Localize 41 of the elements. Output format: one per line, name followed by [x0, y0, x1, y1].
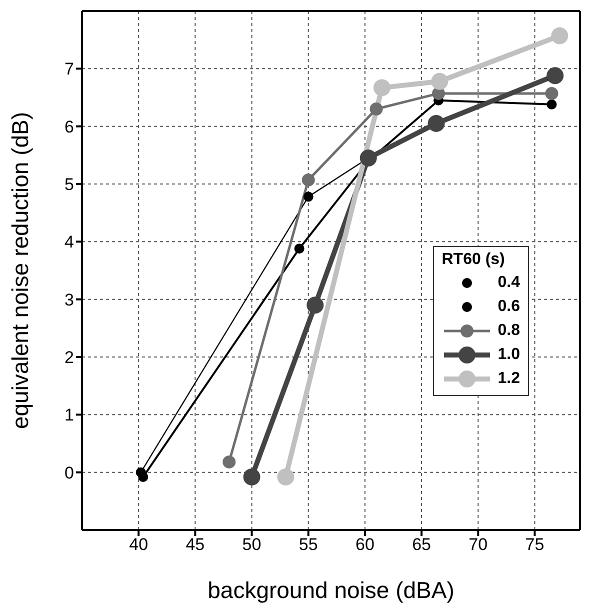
legend-label: 0.6 [498, 298, 520, 316]
point [545, 86, 558, 100]
x-tick-label: 75 [525, 535, 544, 554]
y-tick-label: 0 [64, 463, 74, 482]
point [243, 468, 260, 486]
y-axis-title: equivalent noise reduction (dB) [7, 112, 34, 430]
legend-label: 0.8 [498, 322, 520, 340]
x-tick-label: 55 [298, 535, 318, 554]
legend-label: 1.2 [498, 370, 520, 388]
y-tick-label: 7 [64, 60, 74, 79]
x-axis-title: background noise (dBA) [208, 577, 454, 603]
point [360, 150, 377, 167]
y-tick-label: 4 [64, 232, 74, 252]
y-tick-label: 6 [64, 117, 74, 136]
point [302, 173, 315, 186]
point [222, 455, 236, 468]
point [370, 102, 383, 116]
x-tick-label: 40 [129, 535, 148, 554]
y-tick-label: 1 [64, 406, 74, 425]
x-tick-label: 50 [242, 535, 262, 554]
legend-label: 0.4 [498, 274, 520, 292]
x-tick-label: 65 [412, 535, 432, 554]
point [138, 472, 148, 482]
legend-title: RT60 (s) [442, 251, 506, 269]
point [306, 296, 324, 314]
point [373, 79, 390, 96]
point [546, 99, 557, 110]
point [428, 114, 445, 132]
y-tick-label: 5 [64, 175, 74, 194]
point [303, 192, 314, 202]
x-tick-label: 70 [468, 535, 488, 554]
y-tick-label: 2 [64, 348, 74, 368]
point [277, 468, 294, 486]
point [546, 67, 564, 84]
point [294, 244, 304, 254]
point [551, 27, 568, 44]
x-tick-label: 60 [355, 535, 374, 554]
legend-label: 1.0 [498, 346, 520, 364]
point [431, 72, 448, 90]
y-tick-label: 3 [64, 290, 74, 310]
x-tick-label: 45 [186, 535, 205, 554]
